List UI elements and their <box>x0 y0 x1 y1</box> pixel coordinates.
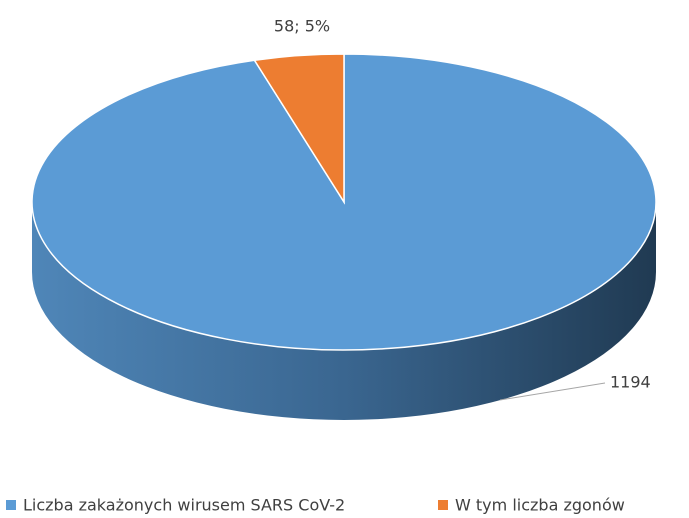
slice <box>253 53 345 205</box>
data-label: 58; 5% <box>274 17 330 36</box>
legend-swatch <box>6 500 16 510</box>
slice-side <box>32 202 656 420</box>
legend-swatch <box>438 500 448 510</box>
legend-label: W tym liczba zgonów <box>455 496 625 515</box>
data-label: 1194 <box>610 373 651 392</box>
legend-label: Liczba zakażonych wirusem SARS CoV-2 <box>23 496 345 515</box>
leader-line <box>499 382 606 401</box>
